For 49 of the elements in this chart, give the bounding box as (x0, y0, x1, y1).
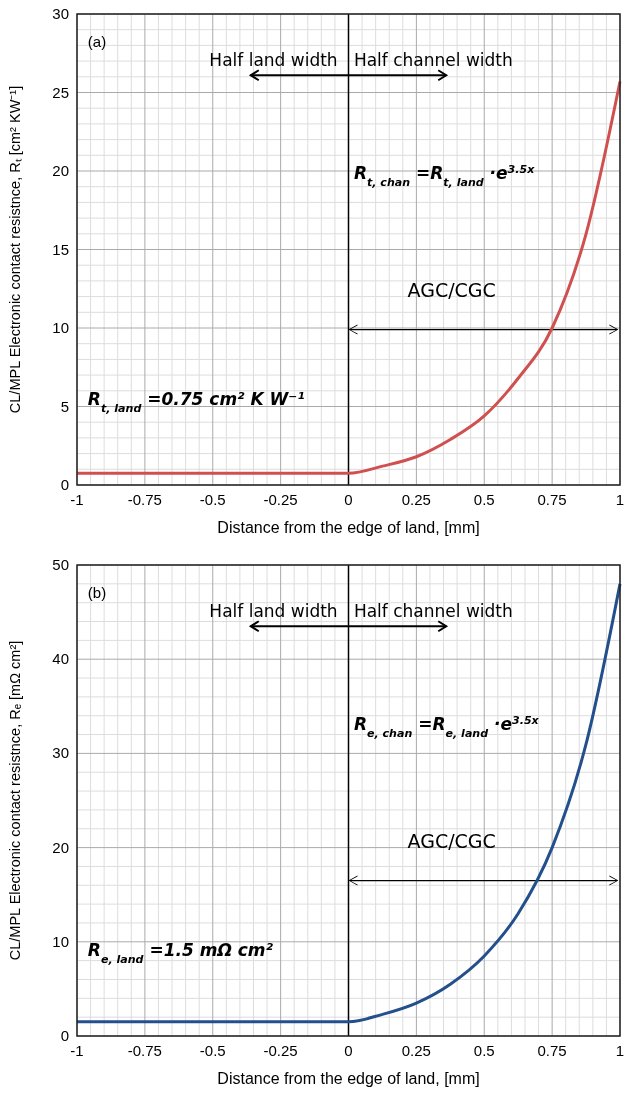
annotation: R$_{e, chan}$ =R$_{e, land}$ ·e$^{3.5x}$ (353, 713, 540, 740)
y-tick-label: 10 (52, 932, 69, 950)
x-tick-label: 0.25 (401, 491, 431, 508)
annotation: R$_{e, land}$ =1.5 mΩ cm² (87, 939, 274, 966)
x-tick-label: 0.25 (401, 1042, 431, 1059)
y-tick-label: 25 (52, 83, 69, 101)
x-tick-label: 0.5 (473, 491, 495, 508)
annotation: Half land width (209, 600, 338, 621)
x-tick-label: -0.5 (199, 491, 226, 508)
y-tick-label: 30 (52, 5, 69, 22)
x-tick-label: 0 (344, 1042, 353, 1059)
line-series (75, 80, 622, 475)
x-tick-label: -0.75 (127, 1042, 162, 1059)
annotation: R$_{t, land}$ =0.75 cm² K W⁻¹ (87, 388, 305, 415)
x-tick-label: 0.75 (537, 1042, 567, 1059)
y-tick-label: 20 (52, 838, 69, 856)
x-tick-label: -0.25 (263, 491, 298, 508)
annotation: R$_{t, chan}$ =R$_{t, land}$ ·e$^{3.5x}$ (353, 162, 536, 189)
annotation: AGC/CGC (407, 278, 496, 301)
y-tick-label: 10 (52, 319, 69, 336)
annotation: (a) (87, 32, 107, 50)
x-tick-label: -0.25 (263, 1042, 298, 1059)
x-axis-title: Distance from the edge of land, [mm] (217, 519, 480, 536)
y-axis-title: CL/MPL Electronic contact resistnce, Rₜ [cm² KW⁻¹] (7, 85, 23, 414)
y-tick-label: 40 (52, 650, 69, 668)
y-tick-label: 30 (52, 744, 69, 762)
annotation: Half channel width (353, 49, 513, 70)
annotation: AGC/CGC (407, 829, 496, 852)
y-tick-label: 0 (60, 476, 69, 493)
x-tick-label: 0 (344, 491, 353, 508)
y-tick-label: 15 (52, 240, 69, 258)
y-tick-label: 5 (60, 397, 69, 415)
x-axis-title: Distance from the edge of land, [mm] (217, 1070, 480, 1087)
annotation: Half land width (209, 49, 338, 70)
annotation: (b) (87, 583, 107, 601)
x-tick-label: 0.5 (473, 1042, 495, 1059)
x-tick-label: 0.75 (537, 491, 567, 508)
x-tick-label: -0.75 (127, 491, 162, 508)
x-tick-label: 1 (615, 491, 625, 508)
line-series (75, 582, 622, 1024)
y-axis-title: CL/MPL Electronic contact resistnce, Rₑ [mΩ cm²] (7, 640, 23, 961)
annotation: Half channel width (353, 600, 513, 621)
y-tick-label: 0 (60, 1027, 69, 1044)
y-tick-label: 20 (52, 162, 69, 179)
x-tick-label: -1 (70, 1042, 84, 1059)
x-tick-label: 1 (615, 1042, 625, 1059)
x-tick-label: -1 (70, 491, 84, 508)
y-tick-label: 50 (52, 556, 69, 573)
x-tick-label: -0.5 (199, 1042, 226, 1059)
